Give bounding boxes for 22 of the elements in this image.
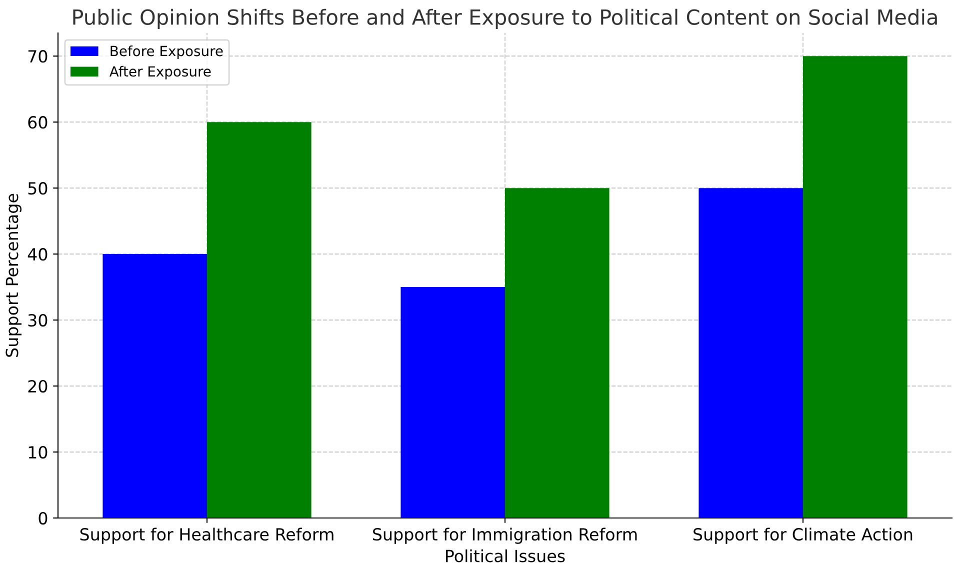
x-tick-label: Support for Healthcare Reform bbox=[80, 528, 334, 544]
y-tick-label: 60 bbox=[28, 116, 48, 129]
y-tick-label: 40 bbox=[28, 248, 48, 261]
bar bbox=[207, 122, 312, 518]
bar bbox=[505, 188, 610, 518]
y-axis-title: Support Percentage bbox=[6, 194, 22, 357]
x-axis-title: Political Issues bbox=[446, 549, 565, 562]
x-tick-label: Support for Climate Action bbox=[694, 528, 912, 544]
bar bbox=[698, 188, 803, 518]
y-tick-label: 50 bbox=[28, 182, 48, 195]
legend-label: After Exposure bbox=[109, 66, 211, 80]
y-tick-label: 10 bbox=[28, 446, 48, 459]
bar bbox=[803, 56, 908, 518]
y-tick-label: 30 bbox=[28, 314, 48, 327]
bar bbox=[400, 287, 505, 518]
y-tick-label: 70 bbox=[28, 50, 48, 63]
legend-label: Before Exposure bbox=[110, 46, 223, 59]
chart-title: Public Opinion Shifts Before and After Exposure to Political Content on Social Media bbox=[73, 8, 937, 29]
bar bbox=[102, 254, 207, 518]
y-tick-label: 0 bbox=[38, 512, 48, 525]
y-tick-label: 20 bbox=[28, 380, 48, 393]
x-tick-label: Support for Immigration Reform bbox=[372, 528, 637, 544]
